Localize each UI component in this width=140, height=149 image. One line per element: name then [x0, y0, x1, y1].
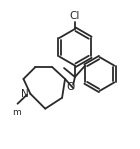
Text: m: m	[12, 108, 21, 117]
Text: Cl: Cl	[70, 11, 80, 21]
Text: N: N	[21, 89, 29, 99]
Text: O: O	[67, 82, 75, 92]
